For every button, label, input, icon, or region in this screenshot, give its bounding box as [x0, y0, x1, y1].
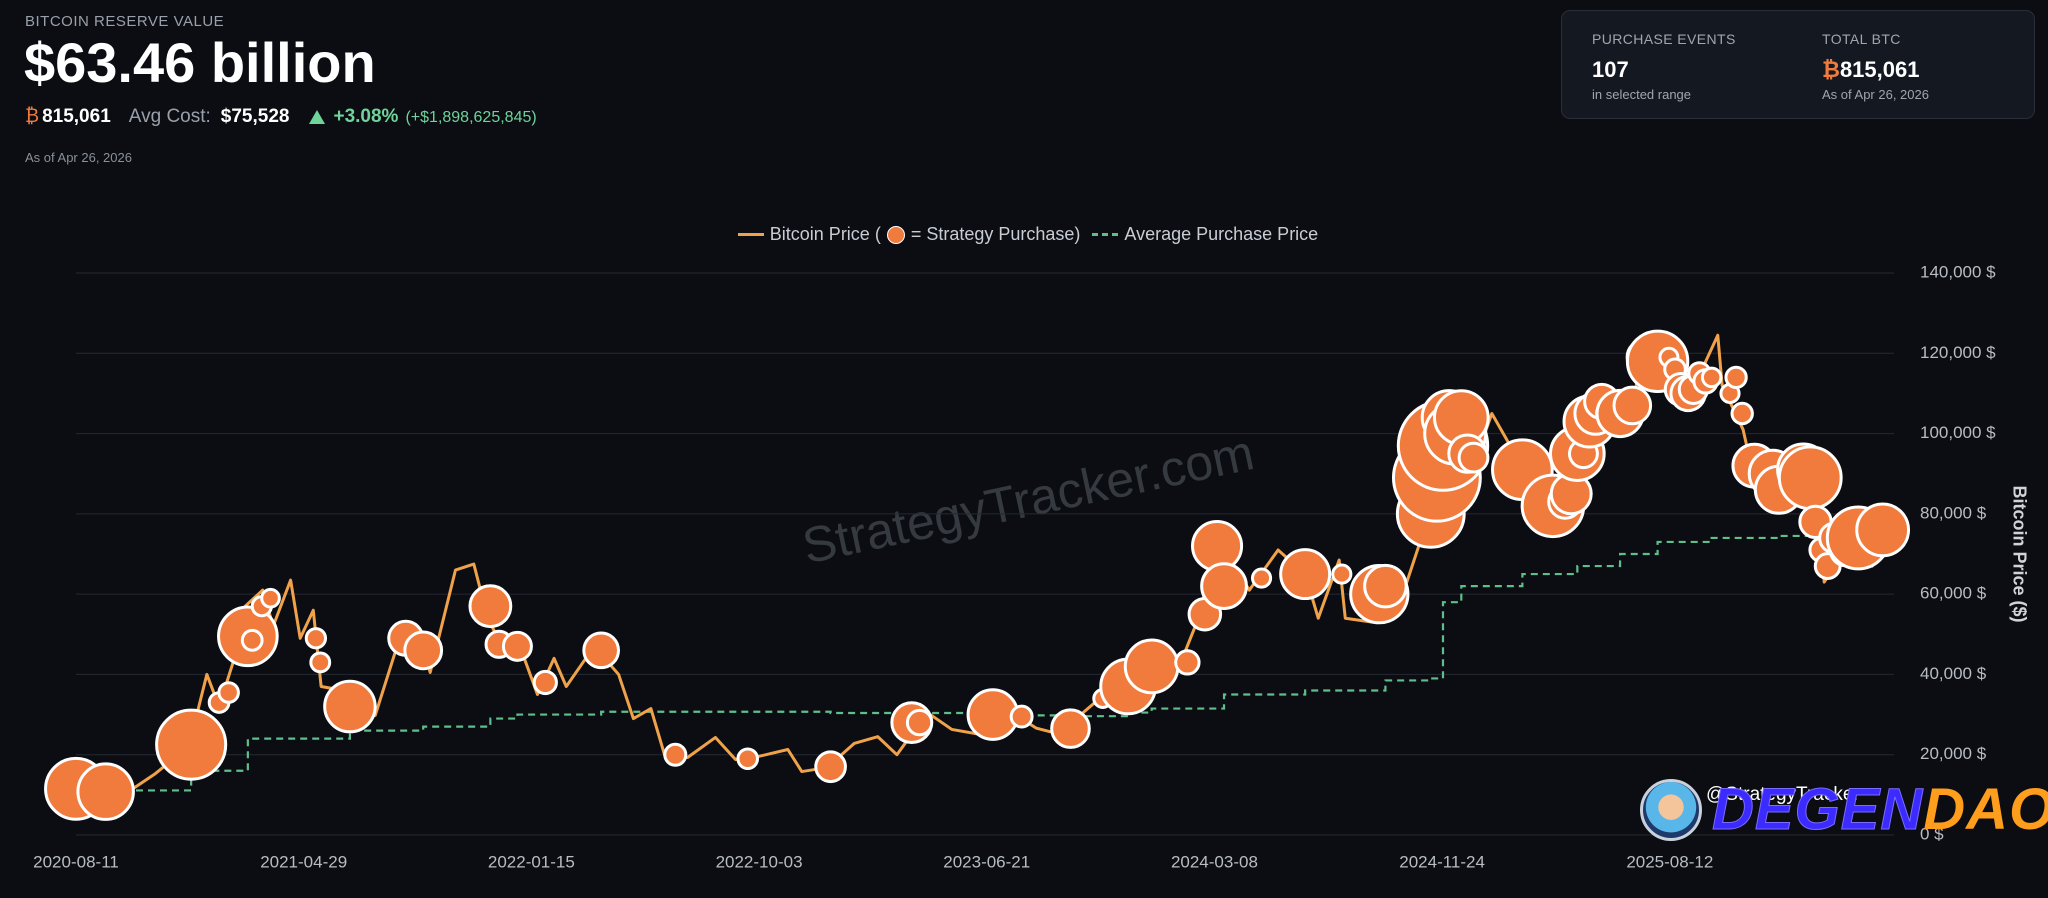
purchase-bubble: [532, 669, 558, 696]
purchase-bubble: [403, 630, 444, 671]
stat-number: 815,061: [1839, 57, 1920, 82]
purchase-bubble: [468, 584, 513, 629]
legend-bracket: (: [874, 224, 881, 244]
stat-label: PURCHASE EVENTS: [1592, 31, 1736, 47]
purchase-bubble: [1700, 366, 1723, 389]
stat: PURCHASE EVENTS 107 in selected range: [1592, 31, 1736, 102]
avg-price-line: [76, 528, 1896, 792]
purchase-bubble: [905, 708, 934, 737]
y-tick-label: 120,000 $: [1920, 343, 1996, 362]
summary-row: ₿ 815,061 Avg Cost: $75,528 +3.08% (+$1,…: [25, 106, 537, 128]
purchase-bubble: [155, 708, 228, 781]
as-of: As of Apr 26, 2026: [25, 150, 132, 165]
purchase-bubble: [240, 628, 264, 652]
watermark: StrategyTracker.com: [798, 424, 1259, 574]
x-tick-label: 2024-11-24: [1399, 852, 1485, 871]
y-tick-label: 20,000 $: [1920, 744, 1987, 763]
x-tick-label: 2021-04-29: [260, 852, 347, 871]
btc-amount: 815,061: [42, 106, 111, 127]
purchase-bubble: [663, 742, 688, 767]
purchase-bubble: [1363, 563, 1408, 609]
stat-label: TOTAL BTC: [1822, 31, 1901, 47]
purchase-bubble: [304, 627, 328, 650]
purchase-bubble: [1050, 708, 1091, 749]
legend: Bitcoin Price ( = Strategy Purchase ) Av…: [0, 224, 2048, 245]
y-axis-title: Bitcoin Price ($): [2009, 485, 2029, 622]
stat: TOTAL BTC ₿815,061 As of Apr 26, 2026: [1822, 31, 1929, 102]
x-tick-label: 2023-06-21: [943, 852, 1030, 871]
logo: @StrategyTracker DEGENDAO!: [1640, 776, 2048, 846]
purchase-bubble: [1123, 638, 1180, 695]
handle: @StrategyTracker: [1706, 784, 1860, 805]
y-tick-label: 40,000 $: [1920, 664, 1987, 683]
logo-part: DEGEN: [1711, 777, 1924, 843]
purchase-bubble: [814, 750, 847, 784]
purchase-bubble: [1200, 562, 1248, 610]
y-tick-label: 60,000 $: [1920, 584, 1987, 603]
y-tick-label: 0 $: [1920, 824, 1944, 843]
purchase-bubble: [1777, 445, 1843, 511]
purchase-bubble: [582, 631, 620, 670]
purchase-bubble: [1855, 502, 1911, 558]
x-tick-label: 2022-10-03: [716, 852, 803, 871]
x-tick-label: 2022-01-15: [488, 852, 575, 871]
x-tick-label: 2020-08-11: [33, 852, 119, 871]
legend-swatch: [737, 233, 764, 236]
purchase-bubble: [1174, 649, 1201, 676]
purchase-bubble: [76, 762, 135, 821]
purchase-bubble: [1730, 401, 1754, 426]
purchase-bubble: [1724, 365, 1748, 390]
purchase-bubble: [309, 651, 332, 674]
y-tick-label: 100,000 $: [1920, 423, 1996, 442]
purchase-bubble: [1009, 704, 1034, 729]
purchase-bubble: [1612, 385, 1653, 426]
stat-note: As of Apr 26, 2026: [1822, 87, 1929, 102]
stat-value: 107: [1592, 57, 1629, 82]
legend-bracket: ): [1074, 224, 1081, 244]
purchase-bubble: [1331, 563, 1353, 585]
purchase-bubble: [217, 681, 240, 704]
legend-label: Bitcoin Price: [769, 224, 870, 244]
up-arrow: [309, 110, 326, 124]
purchase-bubble: [260, 587, 281, 609]
purchase-bubble: [1457, 441, 1490, 474]
stat-note: in selected range: [1592, 87, 1692, 102]
avatar: [1640, 779, 1702, 841]
logo-text: DEGENDAO!: [1711, 776, 2048, 843]
purchase-bubble: [1191, 519, 1244, 572]
purchase-bubble: [736, 747, 759, 771]
change-percent: +3.08%: [333, 106, 399, 127]
legend-label: = Strategy Purchase: [910, 224, 1075, 244]
purchase-bubble: [1279, 548, 1332, 601]
section-label: BITCOIN RESERVE VALUE: [25, 13, 225, 30]
logo-part: DAO!: [1923, 777, 2048, 842]
change-amount: (+$1,898,625,845): [405, 109, 537, 126]
legend-label: Average Purchase Price: [1124, 224, 1319, 244]
purchase-bubble: [1250, 567, 1273, 589]
x-tick-label: 2025-08-12: [1626, 852, 1713, 871]
avg-cost: $75,528: [220, 106, 290, 127]
stat-value: ₿815,061: [1822, 57, 1929, 83]
legend-bubble: [886, 225, 905, 244]
y-tick-label: 80,000 $: [1920, 503, 1987, 522]
reserve-value: $63.46 billion: [24, 31, 376, 94]
y-tick-label: 140,000 $: [1920, 262, 1996, 281]
purchase-bubble: [323, 679, 377, 734]
legend-swatch: [1092, 233, 1119, 236]
btc-symbol: ₿: [25, 106, 40, 127]
avg-cost-label: Avg Cost:: [128, 106, 211, 127]
purchase-bubble: [501, 630, 533, 662]
btc-symbol: ₿: [1822, 57, 1840, 82]
stats-box: PURCHASE EVENTS 107 in selected range TO…: [1561, 10, 2035, 119]
x-tick-label: 2024-03-08: [1171, 852, 1258, 871]
